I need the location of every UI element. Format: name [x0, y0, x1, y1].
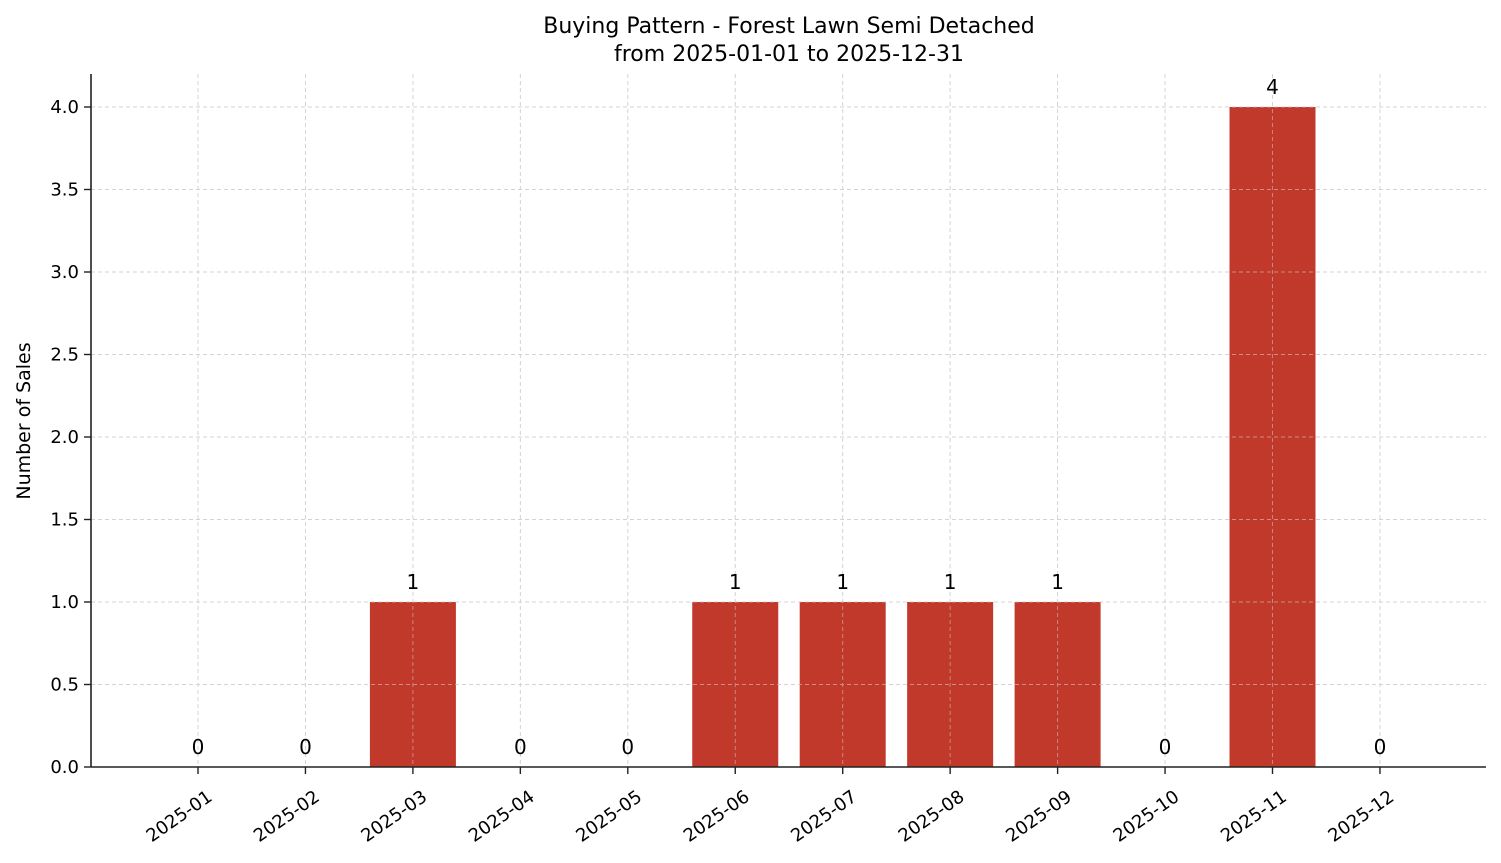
y-tick-label: 3.0 [50, 262, 79, 283]
chart-title: Buying Pattern - Forest Lawn Semi Detach… [543, 14, 1034, 39]
x-tick-label: 2025-01 [143, 786, 217, 846]
x-tick-label: 2025-05 [572, 786, 646, 846]
y-tick-label: 2.0 [50, 427, 79, 448]
y-tick-label: 1.0 [50, 592, 79, 613]
x-tick-label: 2025-03 [357, 786, 431, 846]
bar-value-label: 1 [836, 570, 849, 594]
bar-value-label: 0 [192, 735, 205, 759]
y-tick-label: 3.5 [50, 180, 79, 201]
bar-value-label: 4 [1266, 75, 1279, 99]
bar-value-label: 1 [1051, 570, 1064, 594]
bar-value-label: 0 [299, 735, 312, 759]
x-axis-ticks: 2025-01 2025-02 2025-03 2025-04 2025-05 2025-… [143, 767, 1398, 847]
bar-value-label: 0 [514, 735, 527, 759]
chart-subtitle: from 2025-01-01 to 2025-12-31 [614, 42, 964, 67]
x-tick-label: 2025-02 [250, 786, 324, 846]
bar-value-label: 1 [729, 570, 742, 594]
y-tick-label: 0.0 [50, 757, 79, 778]
x-tick-label: 2025-04 [465, 786, 539, 846]
bar-value-label: 0 [1159, 735, 1172, 759]
bar-value-label: 0 [621, 735, 634, 759]
x-tick-label: 2025-07 [787, 786, 861, 846]
y-tick-label: 4.0 [50, 97, 79, 118]
x-tick-label: 2025-09 [1002, 786, 1076, 846]
x-tick-label: 2025-11 [1217, 786, 1291, 846]
bar-value-label: 0 [1374, 735, 1387, 759]
x-tick-label: 2025-10 [1110, 786, 1184, 846]
x-tick-label: 2025-12 [1324, 786, 1398, 846]
x-tick-label: 2025-06 [680, 786, 754, 846]
chart-title-group: Buying Pattern - Forest Lawn Semi Detach… [543, 14, 1034, 67]
data-labels: 0 0 1 0 0 1 1 1 1 0 4 0 [192, 75, 1387, 759]
bar-value-label: 1 [944, 570, 957, 594]
x-tick-label: 2025-08 [895, 786, 969, 846]
y-tick-label: 0.5 [50, 675, 79, 696]
gridlines-overlay [91, 74, 1486, 767]
y-tick-label: 2.5 [50, 345, 79, 366]
y-axis-label: Number of Sales [13, 342, 35, 499]
bar-value-label: 1 [407, 570, 420, 594]
y-tick-label: 1.5 [50, 510, 79, 531]
y-axis-ticks: 0.0 0.5 1.0 1.5 2.0 2.5 3.0 3.5 4.0 [50, 97, 91, 778]
